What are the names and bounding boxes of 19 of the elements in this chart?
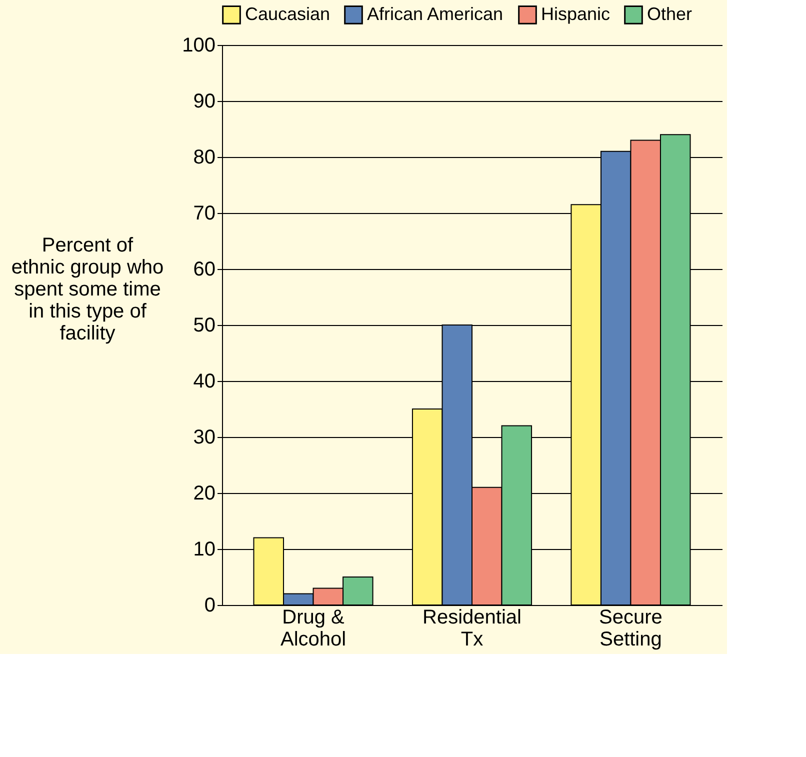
x-tick-label: Drug & Alcohol <box>280 606 346 650</box>
y-tick-label: 50 <box>193 314 216 336</box>
y-tick-label: 70 <box>193 202 216 224</box>
legend-label: Hispanic <box>541 4 610 24</box>
legend-label: Other <box>647 4 692 24</box>
y-tick-label: 80 <box>193 146 216 168</box>
y-tick-label: 0 <box>204 594 216 616</box>
y-tick-label: 30 <box>193 426 216 448</box>
y-tick-label: 90 <box>193 90 216 112</box>
y-tick-label: 40 <box>193 370 216 392</box>
y-tick-label: 60 <box>193 258 216 280</box>
y-axis-title: Percent of ethnic group who spent some time in this type of facility <box>11 234 164 344</box>
y-tick-label: 10 <box>193 538 216 560</box>
legend-label: African American <box>367 4 504 24</box>
y-tick-label: 20 <box>193 482 216 504</box>
x-tick-label: Residential Tx <box>422 606 522 650</box>
x-tick-label: Secure Setting <box>599 606 662 650</box>
legend-label: Caucasian <box>245 4 330 24</box>
y-tick-label: 100 <box>182 34 216 56</box>
